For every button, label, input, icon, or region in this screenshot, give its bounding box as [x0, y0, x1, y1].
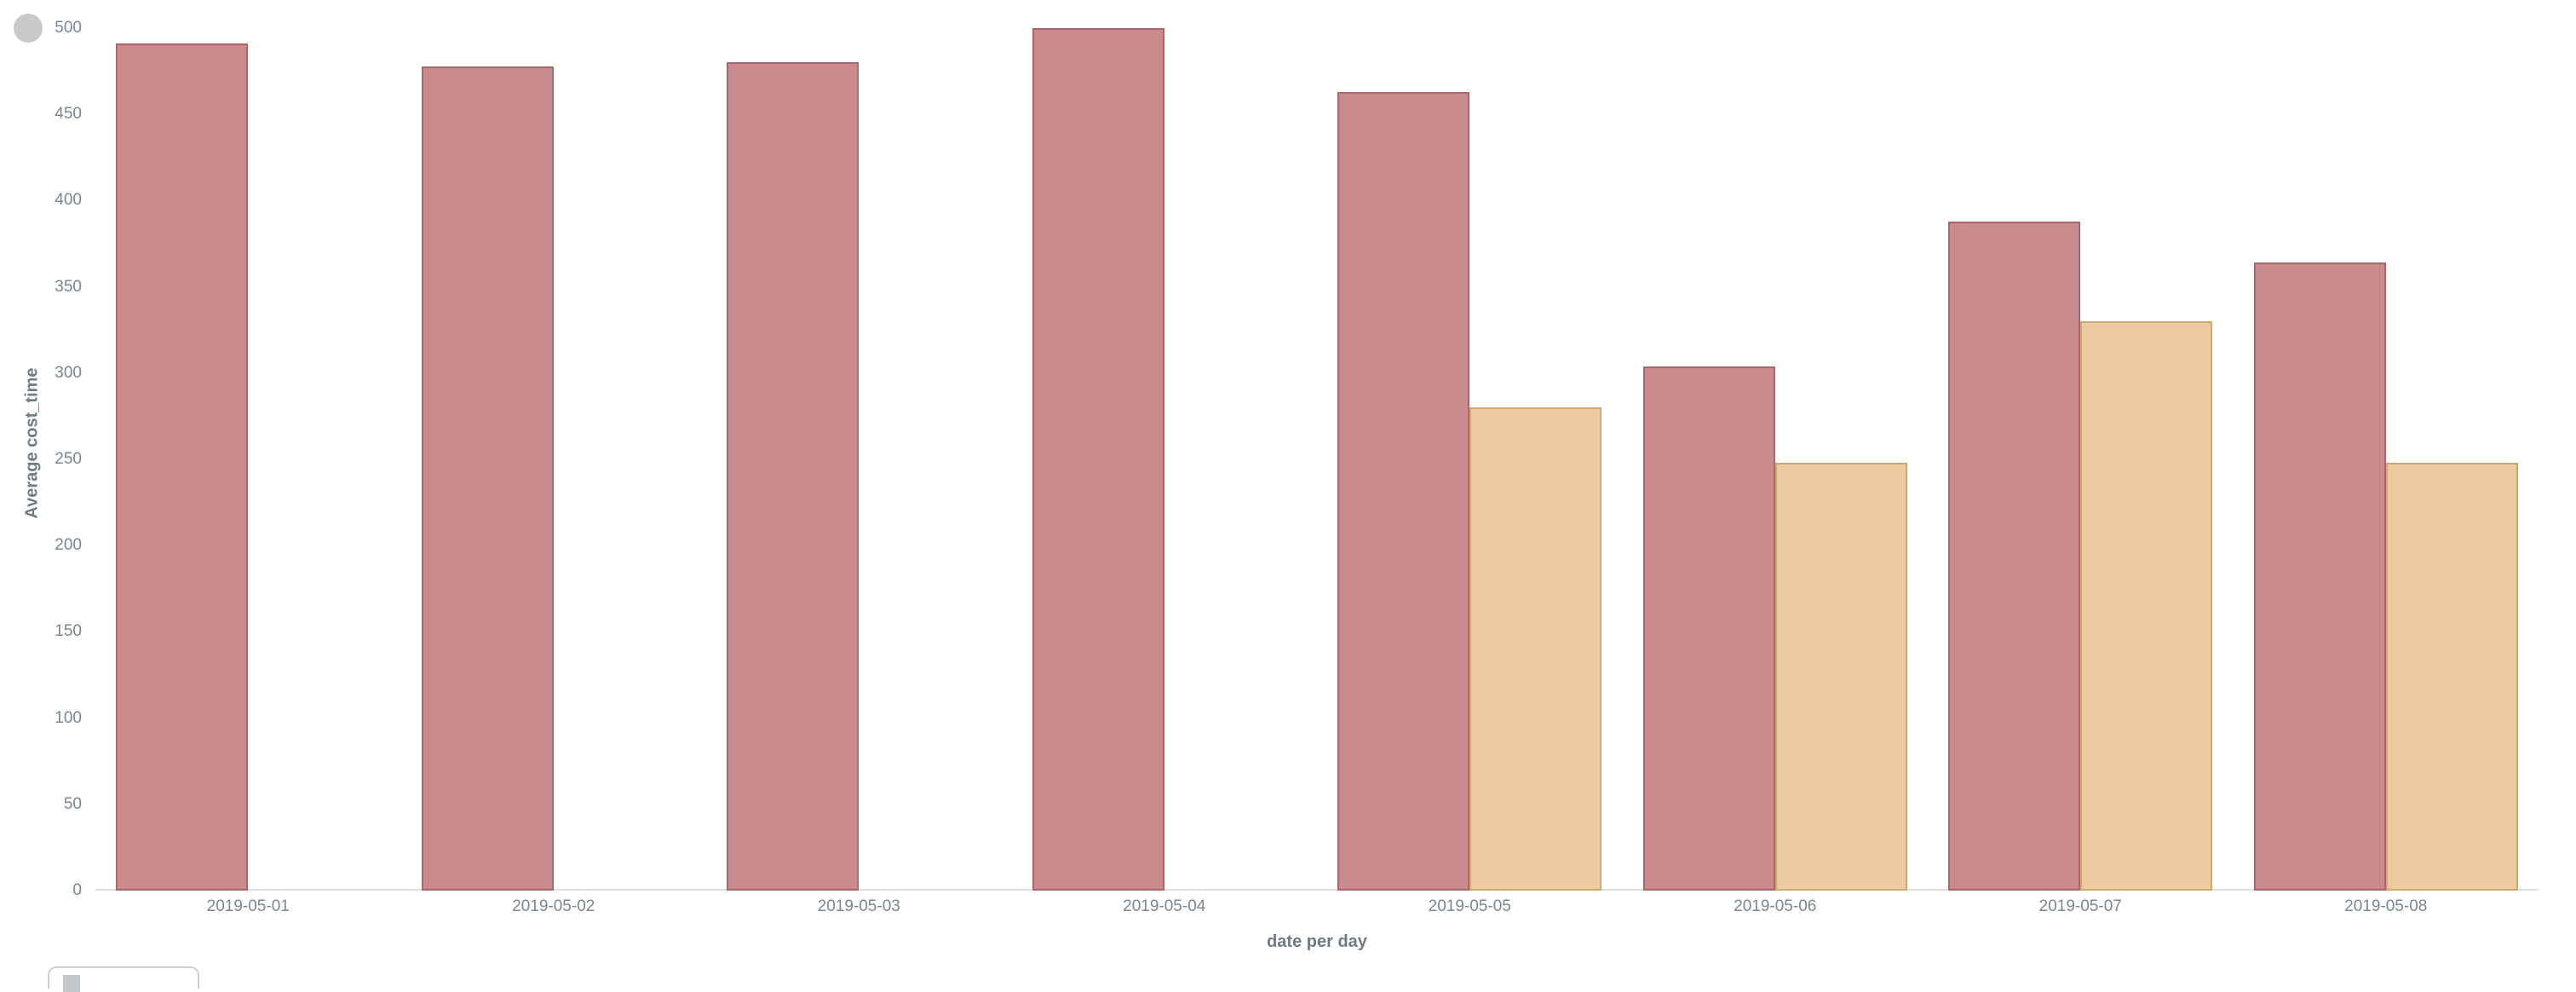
bar[interactable] — [2253, 262, 2386, 891]
y-tick-label: 50 — [63, 794, 82, 813]
x-tick-label: 2019-05-01 — [206, 897, 290, 915]
y-tick-label: 300 — [55, 363, 82, 382]
x-axis-line — [95, 889, 2539, 891]
x-axis-tick-labels: 2019-05-01 2019-05-02 2019-05-03 2019-05-04… — [95, 897, 2539, 920]
bar[interactable] — [2080, 321, 2213, 891]
y-tick-label: 0 — [72, 881, 82, 899]
x-tick-label: 2019-05-07 — [2038, 897, 2122, 915]
bar[interactable] — [421, 66, 554, 891]
y-tick-label: 500 — [55, 19, 82, 37]
y-tick-label: 400 — [55, 191, 82, 210]
y-tick-label: 200 — [55, 536, 82, 555]
x-axis-title: date per day — [1267, 932, 1367, 951]
x-tick-label: 2019-05-02 — [512, 897, 595, 915]
x-tick-label: 2019-05-06 — [1734, 897, 1817, 915]
y-tick-label: 350 — [55, 277, 82, 296]
y-tick-label: 100 — [55, 708, 82, 727]
x-tick-label: 2019-05-04 — [1123, 897, 1206, 915]
bar[interactable] — [1774, 463, 1907, 891]
bar[interactable] — [116, 43, 249, 891]
x-tick-label: 2019-05-03 — [817, 897, 900, 915]
bar[interactable] — [727, 62, 860, 891]
bar[interactable] — [1948, 221, 2081, 891]
bar[interactable] — [1337, 91, 1470, 891]
y-tick-label: 250 — [55, 450, 82, 468]
gray-dot — [14, 14, 43, 43]
y-tick-label: 450 — [55, 105, 82, 124]
x-tick-label: 2019-05-08 — [2344, 897, 2428, 915]
x-tick-label: 2019-05-05 — [1428, 897, 1511, 915]
bar-chart-plot-area — [95, 28, 2539, 891]
y-tick-label: 150 — [55, 622, 82, 641]
bar[interactable] — [1642, 366, 1775, 891]
bar[interactable] — [1469, 407, 1602, 891]
spy-panel-toggle[interactable] — [48, 966, 199, 992]
spy-panel-icon — [63, 975, 80, 992]
y-axis-tick-labels: 0 50 100 150 200 250 300 350 400 450 500 — [0, 0, 89, 983]
bar[interactable] — [1032, 28, 1164, 891]
bar[interactable] — [2385, 463, 2518, 891]
